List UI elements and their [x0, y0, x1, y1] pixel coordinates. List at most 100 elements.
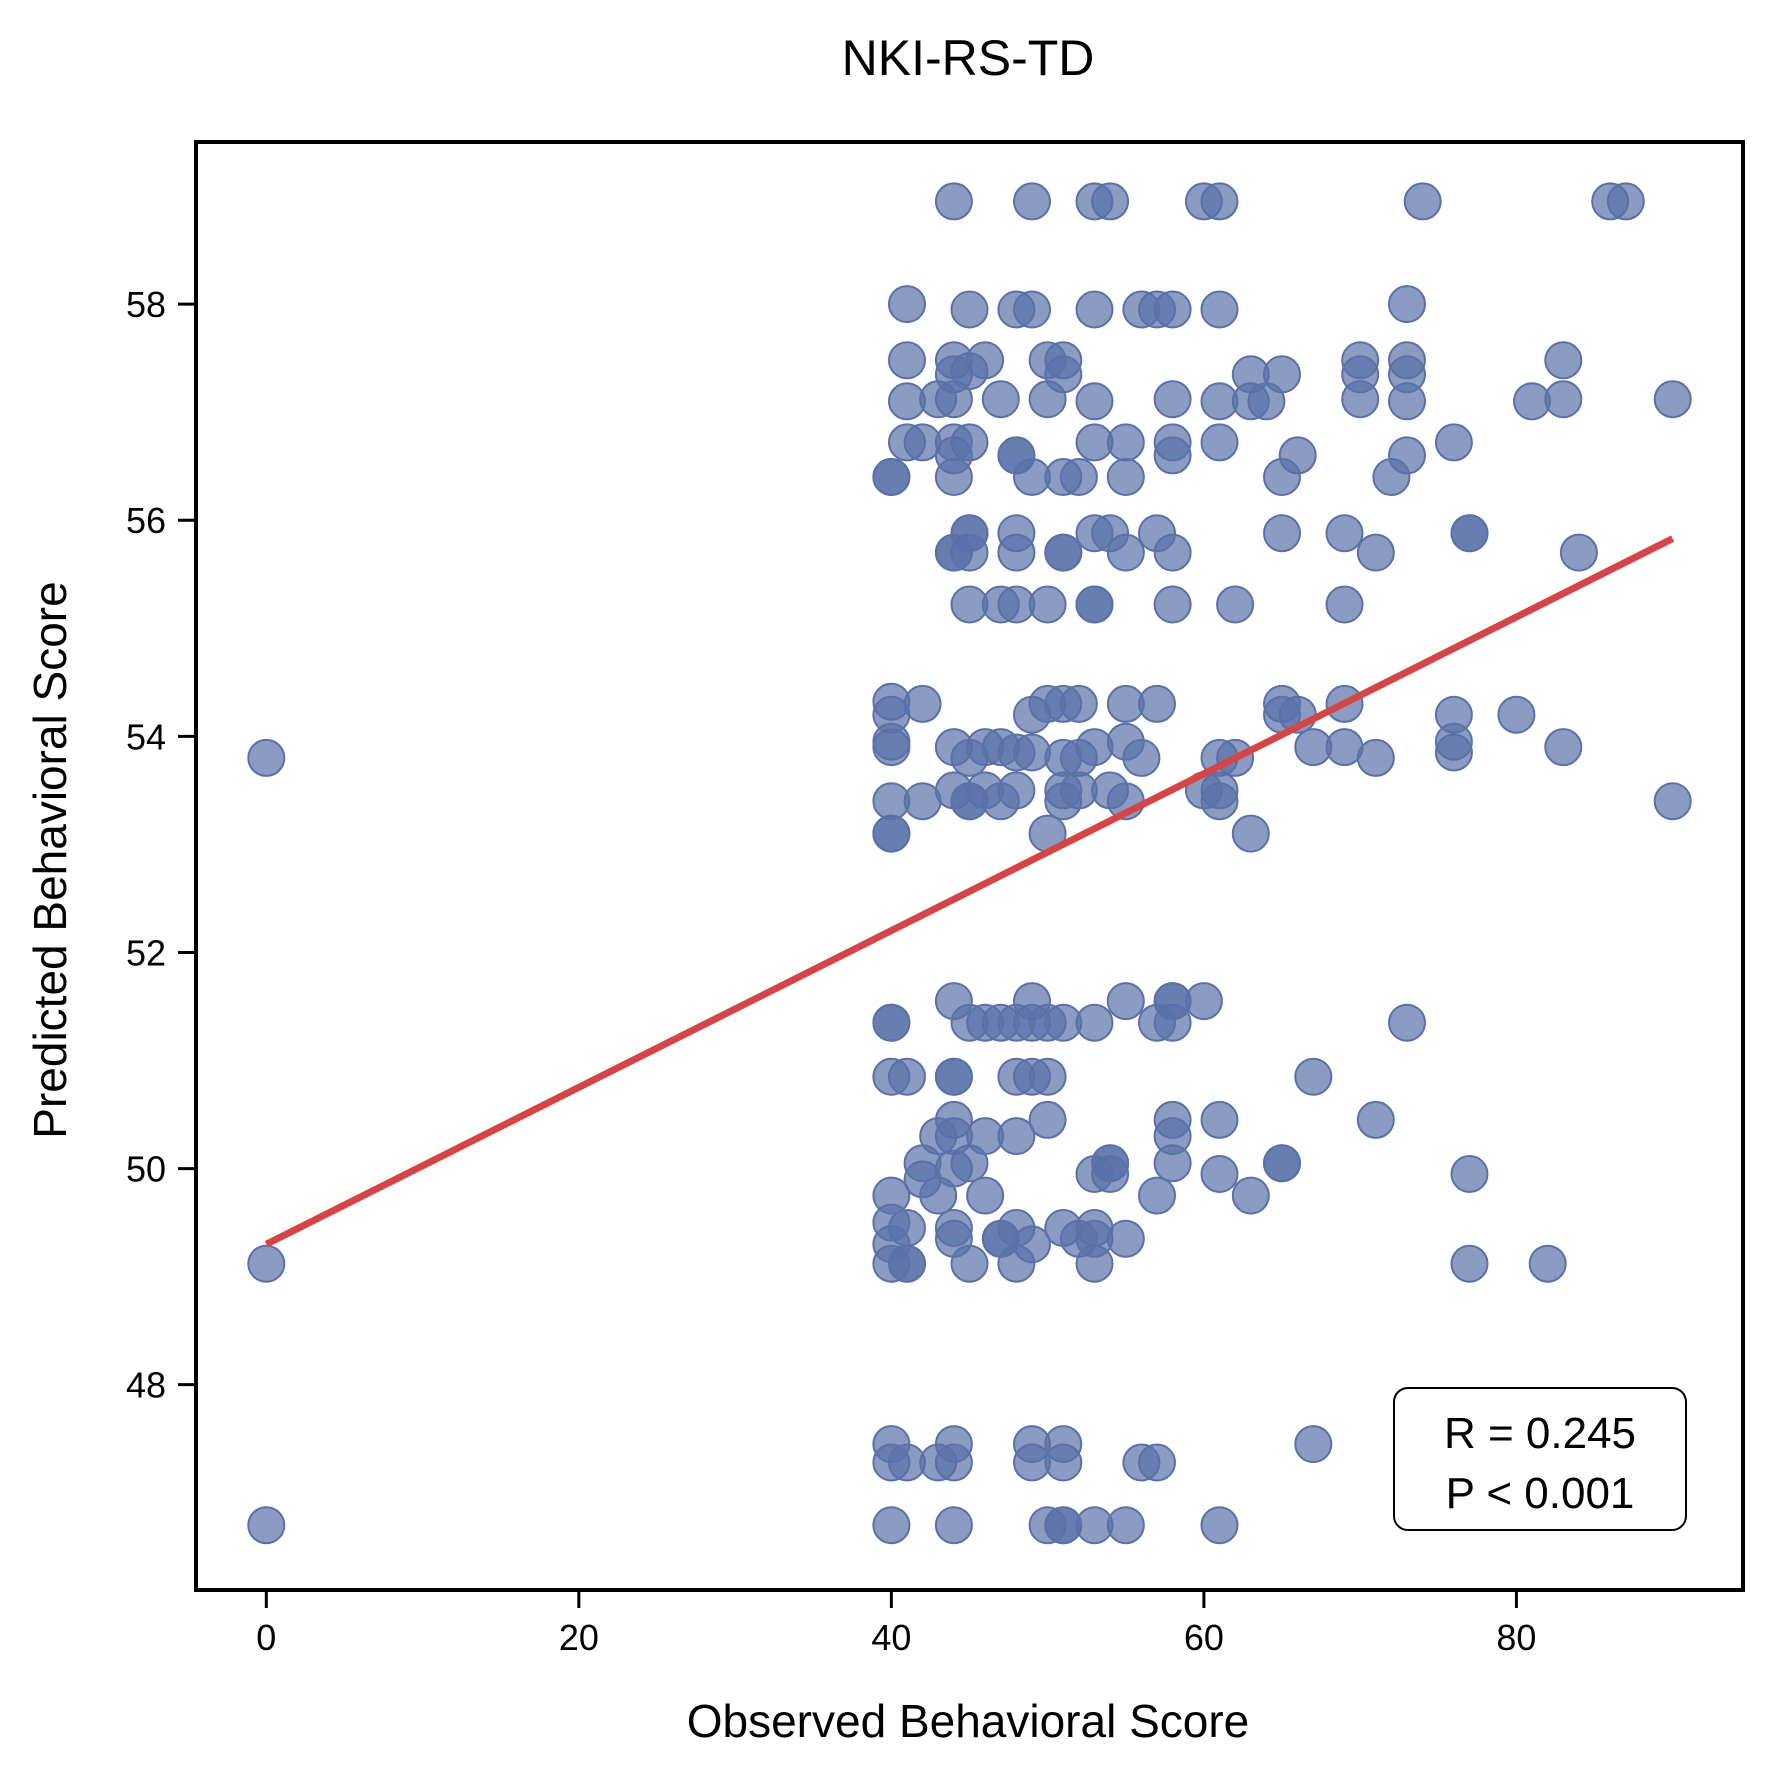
data-point: [1153, 1100, 1192, 1139]
y-tick-label: 52: [126, 932, 166, 973]
data-point: [934, 1209, 973, 1247]
y-tick-label: 50: [126, 1149, 166, 1190]
data-point: [1044, 533, 1083, 572]
data-point: [1231, 1176, 1270, 1215]
data-point: [1450, 1155, 1489, 1193]
data-point: [1075, 585, 1114, 624]
data-point: [1450, 1244, 1489, 1283]
points-layer: [247, 182, 1692, 1545]
data-point: [1091, 1144, 1130, 1183]
data-point: [1497, 695, 1536, 734]
stats-r-value: R = 0.245: [1444, 1409, 1636, 1458]
data-point: [1544, 341, 1583, 380]
data-point: [1013, 733, 1051, 772]
data-point: [1153, 533, 1192, 572]
y-axis-label: Predicted Behavioral Score: [24, 581, 76, 1138]
data-point: [1075, 728, 1114, 767]
data-point: [934, 182, 973, 221]
data-point: [1106, 1219, 1145, 1258]
data-point: [1200, 771, 1239, 810]
data-point: [1263, 1144, 1301, 1183]
data-point: [888, 285, 926, 324]
data-point: [1356, 1100, 1395, 1139]
data-point: [997, 1117, 1036, 1156]
data-point: [1294, 1425, 1333, 1464]
data-point: [1653, 782, 1692, 821]
data-point: [1200, 1155, 1239, 1193]
data-point: [1138, 1176, 1176, 1215]
x-tick-label: 60: [1184, 1617, 1224, 1658]
data-point: [934, 1425, 973, 1464]
data-point: [934, 1506, 973, 1545]
data-point: [997, 514, 1036, 553]
data-point: [1075, 1003, 1114, 1042]
y-tick-label: 56: [126, 500, 166, 541]
data-point: [1200, 182, 1239, 221]
data-point: [872, 458, 911, 496]
data-point: [1653, 380, 1692, 419]
y-tick-label: 58: [126, 284, 166, 325]
data-point: [1059, 684, 1098, 723]
data-point: [1200, 1506, 1239, 1545]
data-point: [1356, 738, 1395, 777]
chart-title: NKI-RS-TD: [842, 30, 1095, 86]
data-point: [1388, 436, 1426, 475]
data-point: [1138, 684, 1176, 723]
data-point: [950, 423, 989, 462]
data-point: [1138, 1443, 1176, 1482]
data-point: [1059, 458, 1098, 496]
x-tick-label: 80: [1496, 1617, 1536, 1658]
y-axis-ticks: 48 50 52 54 56 58: [126, 284, 196, 1406]
regression-line: [264, 535, 1675, 1248]
data-point: [1200, 423, 1239, 462]
data-point: [872, 1003, 911, 1042]
data-point: [950, 514, 989, 553]
data-point: [950, 290, 989, 329]
x-tick-label: 40: [871, 1617, 911, 1658]
data-point: [1028, 1100, 1067, 1139]
data-point: [903, 684, 942, 723]
data-point: [1403, 182, 1442, 221]
data-point: [888, 341, 926, 380]
data-point: [1028, 1057, 1067, 1096]
data-point: [934, 1057, 973, 1096]
plot-frame: [194, 140, 1745, 1592]
data-point: [1544, 380, 1583, 419]
data-point: [247, 1244, 286, 1283]
data-point: [1153, 380, 1192, 419]
data-point: [247, 1506, 286, 1545]
data-point: [1013, 290, 1051, 329]
data-point: [872, 814, 911, 853]
data-point: [1388, 285, 1426, 324]
data-point: [1434, 695, 1473, 734]
data-point: [1388, 341, 1426, 380]
data-point: [1544, 728, 1583, 767]
stats-box-border: [1393, 1387, 1687, 1531]
data-point: [1263, 514, 1301, 553]
data-point: [1075, 382, 1114, 421]
x-tick-label: 20: [559, 1617, 599, 1658]
data-point: [1153, 585, 1192, 624]
data-point: [1106, 533, 1145, 572]
data-point: [1091, 182, 1130, 221]
data-point: [1013, 182, 1051, 221]
data-point: [1044, 1425, 1083, 1464]
data-point: [1044, 341, 1083, 380]
data-point: [1356, 533, 1395, 572]
data-point: [1013, 1225, 1051, 1264]
data-point: [888, 1057, 926, 1096]
data-point: [1263, 355, 1301, 394]
data-point: [247, 738, 286, 777]
data-point: [1106, 982, 1145, 1021]
data-point: [1231, 814, 1270, 853]
data-point: [1294, 1057, 1333, 1096]
data-point: [997, 771, 1036, 810]
data-point: [1153, 290, 1192, 329]
data-point: [1122, 738, 1161, 777]
data-point: [1028, 585, 1067, 624]
y-tick-label: 54: [126, 716, 166, 757]
data-point: [1388, 1003, 1426, 1042]
y-tick-label: 48: [126, 1365, 166, 1406]
data-point: [1106, 1506, 1145, 1545]
